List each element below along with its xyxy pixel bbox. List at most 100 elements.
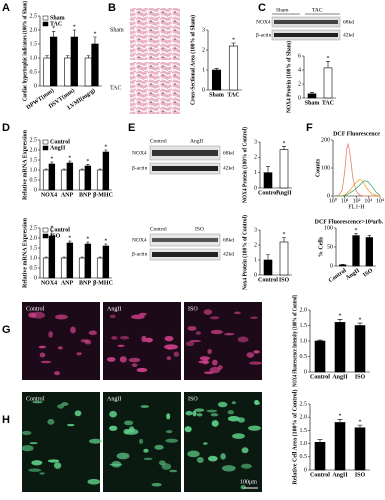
error-bar: [317, 339, 323, 341]
y-tick-label: 1: [202, 67, 205, 73]
bar: [48, 163, 56, 191]
cell: [38, 345, 46, 349]
bar: [48, 235, 56, 279]
cell: [173, 351, 180, 357]
error-bar: [282, 237, 286, 242]
cell: [80, 339, 89, 343]
cell: [185, 410, 193, 416]
x-tick-label: ANP: [61, 192, 74, 198]
legend-label: ISO: [50, 233, 61, 239]
blot-row-label: NOX4: [132, 150, 147, 156]
panel-letter: A: [2, 2, 10, 14]
bar: [60, 169, 68, 191]
x-tick-label: 10⁴: [376, 198, 384, 204]
cell: [55, 314, 68, 320]
significance: *: [73, 24, 76, 30]
cell: [109, 410, 117, 418]
cell: [140, 405, 150, 408]
cell: [130, 314, 145, 320]
cell: [74, 410, 82, 417]
image-label: AngII: [107, 306, 121, 312]
cell: [28, 312, 37, 318]
legend-swatch: [42, 139, 49, 145]
cell: [253, 350, 260, 354]
y-tick-label: 2: [254, 155, 257, 161]
bar: [279, 241, 289, 276]
bar: [354, 427, 366, 471]
y-tick-label: 3: [254, 227, 257, 233]
significance: *: [327, 56, 330, 62]
bar: [334, 322, 346, 373]
cell: [39, 472, 45, 475]
x-axis-label: FL1-H: [348, 204, 365, 210]
y-tick-label: 1.0: [300, 338, 308, 344]
error-bar: [45, 55, 49, 58]
error-bar: [68, 240, 72, 243]
y-tick-label: 2.5: [300, 401, 308, 407]
cell: [199, 356, 210, 361]
cell: [211, 420, 219, 427]
error-bar: [93, 36, 97, 44]
blot-band: [152, 238, 218, 242]
error-bar: [80, 168, 84, 170]
bar: [43, 57, 51, 87]
image-label: TAC: [110, 85, 122, 91]
error-bar: [367, 235, 371, 238]
cell: [136, 367, 148, 373]
cell: [48, 331, 54, 338]
y-tick-label: 1.0: [300, 441, 308, 447]
cell: [254, 399, 260, 406]
x-tick-label: BNP: [79, 192, 91, 198]
x-tick-label: ISO: [362, 268, 374, 279]
bar: [307, 93, 317, 99]
y-tick-label: 1.5: [300, 428, 308, 434]
y-tick-label: 2.0: [30, 27, 38, 33]
y-tick-label: 2.5: [30, 13, 38, 19]
y-tick-label: 0: [202, 87, 205, 93]
y-tick-label: 0: [304, 467, 307, 473]
cell: [154, 444, 164, 450]
x-tick-label: Sham: [209, 92, 224, 98]
error-bar: [66, 55, 70, 58]
y-tick-label: 0.5: [30, 265, 38, 271]
y-tick-label: 3: [254, 139, 257, 145]
x-tick-label: Control: [258, 190, 278, 196]
error-bar: [214, 68, 219, 70]
y-tick-label: 0.5: [30, 69, 38, 75]
cell: [70, 326, 76, 334]
cell: [54, 371, 61, 376]
significance: *: [86, 159, 89, 165]
y-tick-label: 1: [254, 257, 257, 263]
x-tick-label: AngII: [345, 267, 362, 281]
y-tick-label: 4: [298, 67, 301, 73]
bar: [70, 36, 78, 87]
bar: [96, 169, 104, 191]
lane-label: Control: [150, 226, 167, 232]
significance: *: [232, 37, 235, 43]
cell: [66, 423, 75, 427]
cell: [241, 447, 249, 454]
series-line: [333, 180, 381, 197]
cell: [167, 346, 173, 350]
x-tick-label: TAC: [227, 92, 239, 98]
bar: [50, 36, 58, 87]
y-axis-label: Nox4 Protein (100% of Control): [241, 215, 248, 290]
error-bar: [72, 29, 76, 37]
cell: [189, 339, 202, 343]
bar: [78, 169, 86, 191]
blot-row-label: β-actin: [132, 165, 148, 171]
bar: [64, 57, 72, 87]
error-bar: [51, 31, 56, 37]
cell: [217, 401, 228, 408]
legend-label: TAC: [50, 21, 62, 27]
bar: [263, 259, 273, 276]
y-tick-label: 2: [298, 81, 301, 87]
cell: [161, 463, 172, 470]
cell: [227, 410, 235, 415]
bar: [354, 325, 366, 373]
significance: *: [68, 235, 71, 241]
bar: [334, 422, 346, 471]
image-label: ISO: [188, 306, 198, 312]
y-axis-label: Counts: [315, 158, 321, 177]
panel-letter: C: [258, 2, 266, 14]
